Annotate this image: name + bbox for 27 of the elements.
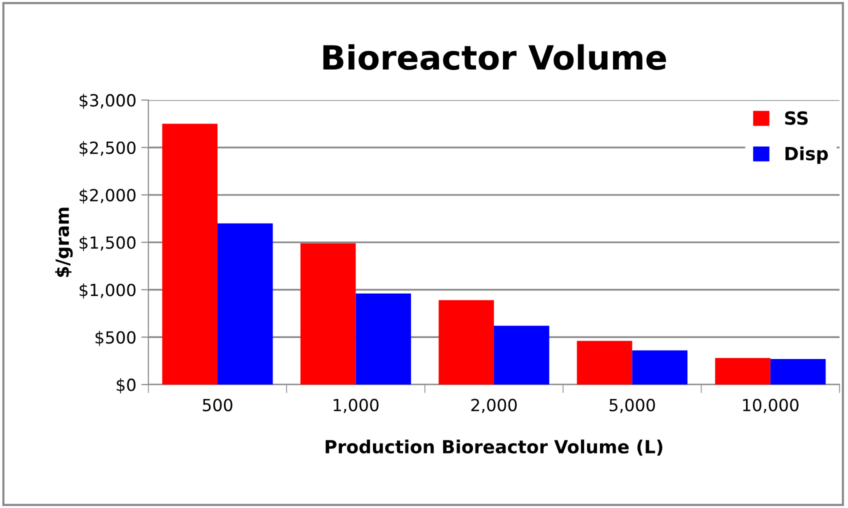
legend-label: SS <box>785 111 808 125</box>
x-tick-label: 5,000 <box>610 398 655 414</box>
bar <box>438 300 494 385</box>
bar <box>218 223 273 385</box>
chart-title: Bioreactor Volume <box>323 44 666 70</box>
y-axis-title: $/gram <box>55 208 73 277</box>
legend-label: Disp <box>785 146 828 164</box>
y-tick-label: $1,000 <box>80 283 136 299</box>
bar <box>632 350 688 385</box>
y-tick-label: $2,000 <box>80 188 136 204</box>
bar <box>576 340 632 385</box>
bar <box>300 243 356 385</box>
x-axis-title: Production Bioreactor Volume (L) <box>326 440 662 456</box>
x-tick-label: 10,000 <box>743 398 798 414</box>
y-tick-label: $1,500 <box>80 236 136 252</box>
x-tick-label: 1,000 <box>334 398 378 414</box>
bar <box>162 124 218 385</box>
bar <box>356 294 412 385</box>
bar <box>494 326 550 385</box>
bar <box>770 358 826 385</box>
y-tick-label: $500 <box>96 330 136 346</box>
x-tick-label: 500 <box>202 398 232 412</box>
y-tick-label: $2,500 <box>80 141 136 156</box>
x-tick-label: 2,000 <box>471 398 517 414</box>
y-tick-label: $0 <box>116 378 136 394</box>
y-tick-label: $3,000 <box>80 94 136 109</box>
bar <box>715 358 770 385</box>
